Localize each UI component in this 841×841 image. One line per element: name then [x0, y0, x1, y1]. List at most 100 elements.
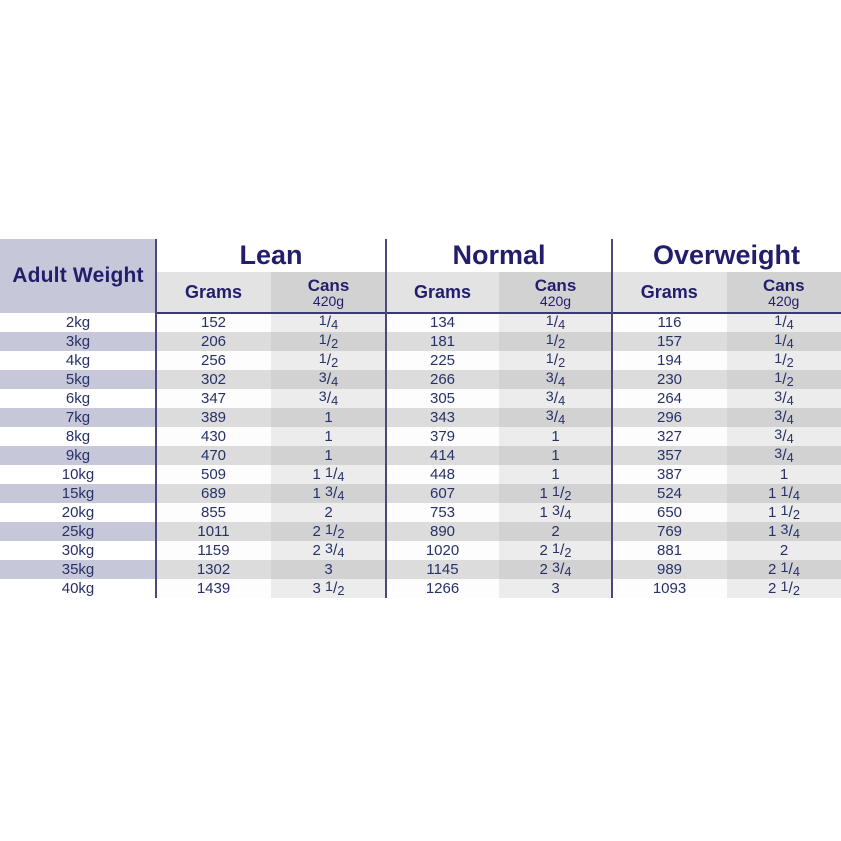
subheader-row-normal: Grams Cans 420g	[386, 272, 612, 313]
grams-value-cell: 753	[386, 503, 499, 522]
weight-cell: 10kg	[0, 465, 156, 484]
grams-value-cell: 769	[612, 522, 727, 541]
group-header-normal: Normal Grams Cans 420g	[386, 239, 612, 313]
grams-value-cell: 305	[386, 389, 499, 408]
table-header: Adult Weight Lean Grams Cans 420g Normal…	[0, 239, 841, 313]
table-row: 20kg 855 2 753 1 3/4 650 1 1/2	[0, 503, 841, 522]
grams-value-cell: 855	[156, 503, 271, 522]
cans-label: Cans	[762, 275, 805, 295]
grams-value-cell: 152	[156, 313, 271, 332]
weight-cell: 5kg	[0, 370, 156, 389]
header-divider-line	[156, 312, 841, 314]
grams-value-cell: 256	[156, 351, 271, 370]
cans-header-lean: Cans 420g	[271, 272, 386, 313]
subheader-row-overweight: Grams Cans 420g	[612, 272, 841, 313]
cans-value-cell: 1	[499, 427, 612, 446]
cans-value-cell: 1/4	[271, 313, 386, 332]
table-row: 40kg 1439 3 1/2 1266 3 1093 2 1/2	[0, 579, 841, 598]
cans-value-cell: 2 3/4	[499, 560, 612, 579]
cans-value-cell: 1 1/2	[499, 484, 612, 503]
grams-value-cell: 881	[612, 541, 727, 560]
table-row: 4kg 256 1/2 225 1/2 194 1/2	[0, 351, 841, 370]
cans-value-cell: 1 1/4	[271, 465, 386, 484]
grams-value-cell: 1011	[156, 522, 271, 541]
grams-value-cell: 1266	[386, 579, 499, 598]
cans-value-cell: 1 3/4	[499, 503, 612, 522]
grams-value-cell: 650	[612, 503, 727, 522]
cans-value-cell: 1/2	[727, 370, 841, 389]
grams-value-cell: 389	[156, 408, 271, 427]
group-header-overweight: Overweight Grams Cans 420g	[612, 239, 841, 313]
cans-value-cell: 1/2	[271, 332, 386, 351]
table-row: 30kg 1159 2 3/4 1020 2 1/2 881 2	[0, 541, 841, 560]
grams-value-cell: 1093	[612, 579, 727, 598]
grams-value-cell: 230	[612, 370, 727, 389]
grams-value-cell: 181	[386, 332, 499, 351]
weight-cell: 2kg	[0, 313, 156, 332]
weight-cell: 7kg	[0, 408, 156, 427]
grams-value-cell: 347	[156, 389, 271, 408]
grams-value-cell: 327	[612, 427, 727, 446]
grams-value-cell: 134	[386, 313, 499, 332]
cans-header-normal: Cans 420g	[499, 272, 612, 313]
weight-cell: 8kg	[0, 427, 156, 446]
grams-value-cell: 607	[386, 484, 499, 503]
weight-cell: 6kg	[0, 389, 156, 408]
grams-value-cell: 343	[386, 408, 499, 427]
weight-cell: 25kg	[0, 522, 156, 541]
cans-value-cell: 1	[271, 408, 386, 427]
cans-value-cell: 1/4	[727, 313, 841, 332]
cans-value-cell: 2	[271, 503, 386, 522]
cans-value-cell: 3/4	[727, 408, 841, 427]
cans-value-cell: 1/4	[727, 332, 841, 351]
cans-value-cell: 2	[727, 541, 841, 560]
cans-value-cell: 1 1/2	[727, 503, 841, 522]
cans-value-cell: 1 3/4	[271, 484, 386, 503]
grams-value-cell: 448	[386, 465, 499, 484]
table-row: 15kg 689 1 3/4 607 1 1/2 524 1 1/4	[0, 484, 841, 503]
grams-value-cell: 509	[156, 465, 271, 484]
table-row: 5kg 302 3/4 266 3/4 230 1/2	[0, 370, 841, 389]
cans-value-cell: 1/4	[499, 313, 612, 332]
cans-value-cell: 1	[499, 446, 612, 465]
cans-header-overweight: Cans 420g	[726, 272, 841, 313]
cans-value-cell: 3/4	[499, 389, 612, 408]
grams-header-lean: Grams	[156, 272, 271, 313]
group-title-overweight: Overweight	[612, 239, 841, 272]
column-divider	[611, 239, 613, 598]
cans-value-cell: 1 3/4	[727, 522, 841, 541]
grams-value-cell: 470	[156, 446, 271, 465]
grams-value-cell: 296	[612, 408, 727, 427]
group-title-lean: Lean	[156, 239, 386, 272]
grams-value-cell: 357	[612, 446, 727, 465]
table-row: 7kg 389 1 343 3/4 296 3/4	[0, 408, 841, 427]
table-row: 25kg 1011 2 1/2 890 2 769 1 3/4	[0, 522, 841, 541]
weight-cell: 15kg	[0, 484, 156, 503]
grams-value-cell: 264	[612, 389, 727, 408]
weight-cell: 30kg	[0, 541, 156, 560]
cans-value-cell: 3	[499, 579, 612, 598]
table-row: 35kg 1302 3 1145 2 3/4 989 2 1/4	[0, 560, 841, 579]
grams-value-cell: 225	[386, 351, 499, 370]
grams-value-cell: 430	[156, 427, 271, 446]
weight-cell: 4kg	[0, 351, 156, 370]
cans-value-cell: 1/2	[499, 332, 612, 351]
cans-value-cell: 2 1/2	[499, 541, 612, 560]
table-row: 2kg 152 1/4 134 1/4 116 1/4	[0, 313, 841, 332]
group-title-normal: Normal	[386, 239, 612, 272]
cans-value-cell: 2 1/2	[271, 522, 386, 541]
can-size-label: 420g	[768, 292, 800, 309]
column-divider	[385, 239, 387, 598]
grams-value-cell: 116	[612, 313, 727, 332]
can-size-label: 420g	[312, 292, 345, 309]
grams-header-normal: Grams	[386, 272, 499, 313]
cans-value-cell: 3/4	[727, 427, 841, 446]
feeding-guide-table: Adult Weight Lean Grams Cans 420g Normal…	[0, 239, 841, 598]
grams-value-cell: 1159	[156, 541, 271, 560]
weight-cell: 40kg	[0, 579, 156, 598]
cans-value-cell: 1 1/4	[727, 484, 841, 503]
weight-cell: 20kg	[0, 503, 156, 522]
grams-value-cell: 387	[612, 465, 727, 484]
cans-label: Cans	[534, 275, 577, 295]
cans-value-cell: 2 3/4	[271, 541, 386, 560]
